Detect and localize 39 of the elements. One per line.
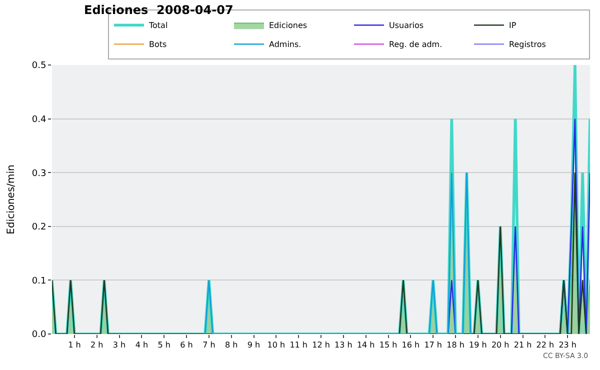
x-tick-label: 19 h (469, 340, 487, 350)
y-axis-title: Ediciones/min (6, 164, 17, 234)
x-tick-label: 16 h (402, 340, 420, 350)
x-tick-label: 21 h (514, 340, 532, 350)
x-tick-label: 23 h (558, 340, 576, 350)
x-tick-label: 2 h (90, 340, 104, 350)
legend-label: Reg. de adm. (389, 40, 442, 50)
x-tick-label: 1 h (68, 340, 81, 350)
x-tick-label: 11 h (290, 340, 308, 350)
x-tick-label: 7 h (202, 340, 216, 350)
y-tick-label: 0.2 (32, 222, 46, 233)
y-tick-label: 0.3 (32, 168, 46, 179)
legend-label: Total (148, 21, 168, 30)
legend-label: Registros (509, 40, 546, 50)
legend-label: Usuarios (389, 21, 424, 30)
x-tick-label: 5 h (158, 340, 170, 350)
legend-label: Ediciones (269, 21, 308, 30)
chart-title: Ediciones 2008-04-07 (84, 2, 234, 17)
legend-label: Bots (149, 40, 167, 50)
x-tick-label: 6 h (180, 340, 193, 350)
x-tick-label: 20 h (491, 340, 510, 350)
legend-label: Admins. (269, 40, 302, 50)
x-tick-label: 14 h (356, 340, 375, 350)
x-tick-label: 9 h (247, 340, 260, 350)
y-tick-label: 0.0 (32, 330, 46, 340)
x-tick-label: 13 h (334, 340, 352, 350)
x-tick-label: 12 h (312, 340, 330, 350)
x-tick-label: 15 h (379, 340, 398, 350)
x-tick-label: 17 h (424, 340, 442, 350)
x-tick-label: 8 h (224, 340, 238, 350)
y-tick-label: 0.4 (32, 114, 46, 125)
x-tick-label: 18 h (446, 340, 464, 350)
x-tick-label: 4 h (135, 340, 148, 350)
x-tick-label: 10 h (267, 340, 286, 350)
x-tick-label: 3 h (112, 340, 126, 350)
x-tick-label: 22 h (536, 340, 554, 350)
y-tick-label: 0.5 (32, 61, 46, 72)
legend-label: IP (509, 21, 516, 30)
y-tick-label: 0.1 (32, 276, 46, 286)
